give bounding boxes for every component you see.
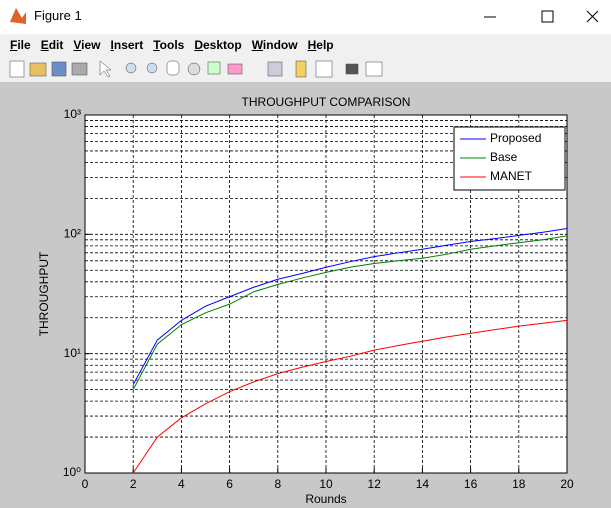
x-tick-label: 8 [274,477,281,491]
show-tools-icon[interactable] [365,61,383,77]
open-icon[interactable] [29,62,47,77]
zoom-out-icon[interactable] [146,62,158,74]
x-tick-label: 4 [178,477,185,491]
close-button[interactable] [586,10,599,23]
x-tick-label: 20 [560,477,574,491]
series-line [132,319,568,474]
save-icon[interactable] [51,61,67,77]
menu-item[interactable]: Desktop [194,38,242,52]
x-tick-label: 18 [512,477,526,491]
chart-title: THROUGHPUT COMPARISON [242,95,411,109]
legend-icon[interactable] [315,60,333,78]
menu-item[interactable]: Insert [110,38,144,52]
menu-item[interactable]: Edit [40,38,64,52]
series-line [132,235,568,390]
x-tick-label: 16 [464,477,478,491]
maximize-button[interactable] [541,10,554,23]
menu-item[interactable]: Tools [153,38,185,52]
zoom-in-icon[interactable] [125,62,137,74]
x-tick-label: 14 [416,477,430,491]
link-icon[interactable] [267,61,283,77]
title-bar-icons [10,8,599,24]
pan-icon[interactable] [166,60,180,76]
menu-item[interactable]: File [10,38,31,52]
colorbar-icon[interactable] [295,60,307,78]
menu-item[interactable]: View [73,38,101,52]
menu-item[interactable]: Window [251,38,298,52]
y-tick-label: 10¹ [64,346,81,360]
y-tick-label: 10² [64,227,81,241]
legend-label: Base [490,150,518,164]
legend-label: MANET [490,169,533,183]
menu-bar: File Edit View Insert Tools Desktop Window Help [0,34,611,56]
rotate-icon[interactable] [187,62,201,76]
toolbar-icons [9,60,383,78]
y-tick-label: 10³ [64,107,81,121]
figure: THROUGHPUT COMPARISON Rounds THROUGHPUT … [0,82,611,508]
x-tick-label: 6 [226,477,233,491]
toolbar [0,56,611,82]
x-tick-label: 12 [368,477,382,491]
new-icon[interactable] [9,60,25,78]
series-line [132,227,568,385]
legend-label: Proposed [490,131,541,145]
y-axis-label: THROUGHPUT [37,251,51,336]
y-tick-label: 10⁰ [63,465,81,479]
x-tick-label: 2 [130,477,137,491]
x-tick-label: 0 [82,477,89,491]
x-tick-label: 10 [319,477,333,491]
x-axis-label: Rounds [305,492,346,506]
app-icon [10,8,26,24]
brush-icon[interactable] [227,63,243,75]
menu-item[interactable]: Help [307,38,334,52]
axes-frame [84,114,568,474]
window-title: Figure 1 [34,8,82,23]
title-bar: Figure 1 [0,0,611,32]
print-icon[interactable] [71,62,88,76]
pointer-icon[interactable] [99,60,112,78]
datacursor-icon[interactable] [207,61,221,75]
hide-tools-icon[interactable] [345,63,359,75]
